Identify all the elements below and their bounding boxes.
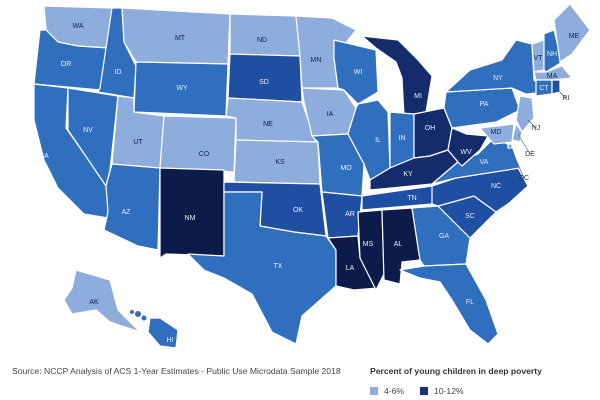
source-note: Source: NCCP Analysis of ACS 1-Year Esti…	[12, 366, 341, 376]
state-label-sd: SD	[259, 79, 269, 86]
state-label-me: ME	[569, 33, 580, 40]
state-label-nm: NM	[185, 215, 196, 222]
leader-line-de	[517, 133, 531, 155]
state-ar	[321, 191, 363, 239]
state-ak	[63, 269, 141, 333]
legend-item-low: 4-6%	[370, 386, 404, 396]
state-label-sc: SC	[465, 213, 475, 220]
legend-label-low: 4-6%	[384, 386, 405, 396]
state-label-hi: HI	[167, 337, 174, 344]
state-label-ne: NE	[263, 121, 273, 128]
state-label-tn: TN	[407, 195, 416, 202]
state-label-mt: MT	[175, 35, 186, 42]
legend-item-high: 10-12%	[420, 386, 464, 396]
state-nh	[543, 29, 563, 73]
state-label-ms: MS	[363, 241, 374, 248]
state-label-wy: WY	[176, 85, 188, 92]
state-label-ma: MA	[547, 73, 558, 80]
state-label-ny: NY	[493, 75, 503, 82]
legend-swatch-high	[420, 387, 428, 395]
state-nj	[515, 95, 535, 133]
state-label-tx: TX	[274, 263, 283, 270]
state-label-in: IN	[399, 135, 406, 142]
state-label-de: DE	[525, 151, 535, 158]
state-me	[553, 3, 591, 63]
state-co	[159, 115, 237, 173]
state-label-nv: NV	[83, 127, 93, 134]
state-label-oh: OH	[425, 125, 436, 132]
state-nm	[159, 167, 225, 259]
state-label-ga: GA	[439, 233, 449, 240]
legend-label-high: 10-12%	[434, 386, 464, 396]
state-az	[103, 163, 161, 251]
hawaii-island-2	[141, 315, 147, 321]
state-label-ut: UT	[133, 139, 143, 146]
state-md	[479, 123, 515, 145]
state-label-mi: MI	[414, 93, 422, 100]
state-label-ar: AR	[345, 211, 355, 218]
state-label-wi: WI	[354, 69, 363, 76]
state-label-or: OR	[61, 61, 72, 68]
state-pa	[443, 87, 521, 129]
state-label-va: VA	[480, 159, 489, 166]
state-label-vt: VT	[534, 55, 544, 62]
state-label-la: LA	[346, 265, 355, 272]
hawaii-island-1	[135, 311, 141, 317]
state-label-nd: ND	[257, 37, 267, 44]
state-la	[327, 235, 379, 291]
state-ca	[33, 83, 111, 219]
state-wi	[333, 39, 379, 105]
state-wv	[447, 127, 489, 167]
state-label-nh: NH	[547, 51, 557, 58]
state-label-ri: RI	[563, 95, 570, 102]
state-label-mo: MO	[340, 165, 352, 172]
state-label-dc: DC	[519, 175, 529, 182]
state-label-ok: OK	[293, 207, 303, 214]
legend-swatch-low	[370, 387, 378, 395]
state-label-az: AZ	[122, 209, 132, 216]
state-label-il: IL	[375, 137, 381, 144]
state-nd	[229, 13, 301, 57]
state-ri	[551, 79, 561, 95]
state-label-id: ID	[115, 69, 122, 76]
state-label-ky: KY	[403, 171, 413, 178]
state-label-ct: CT	[539, 85, 549, 92]
state-label-wv: WV	[460, 149, 472, 156]
state-label-al: AL	[394, 241, 403, 248]
state-ms	[357, 209, 385, 291]
leader-line-ri	[555, 87, 567, 99]
state-label-fl: FL	[466, 299, 474, 306]
state-label-mn: MN	[311, 57, 322, 64]
state-label-nj: NJ	[532, 125, 541, 132]
state-label-co: CO	[199, 151, 210, 158]
state-label-ca: CA	[39, 153, 49, 160]
state-tx	[187, 191, 337, 345]
state-hi	[147, 317, 179, 349]
state-label-wa: WA	[72, 23, 83, 30]
state-label-ak: AK	[89, 299, 99, 306]
state-label-pa: PA	[480, 101, 489, 108]
state-label-ks: KS	[275, 159, 285, 166]
leader-line-nj	[527, 119, 537, 129]
state-fl	[399, 263, 499, 345]
state-label-md: MD	[491, 129, 502, 136]
state-label-nc: NC	[491, 183, 501, 190]
state-label-ia: IA	[327, 111, 334, 118]
legend-title: Percent of young children in deep povert…	[370, 366, 542, 376]
leader-line-dc	[509, 145, 525, 179]
hawaii-island-3	[130, 310, 134, 314]
